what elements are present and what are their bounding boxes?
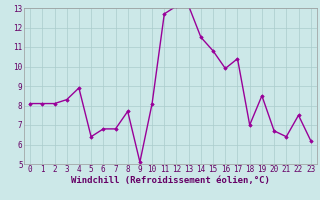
X-axis label: Windchill (Refroidissement éolien,°C): Windchill (Refroidissement éolien,°C) — [71, 176, 270, 185]
